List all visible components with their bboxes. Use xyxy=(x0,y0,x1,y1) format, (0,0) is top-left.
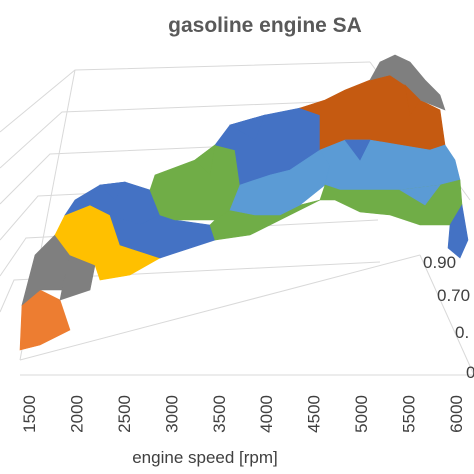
chart-title: gasoline engine SA xyxy=(168,14,362,37)
surface-facet xyxy=(369,54,446,111)
x-tick-label: 1500 xyxy=(20,395,39,433)
floor-line xyxy=(19,254,421,361)
grid-line xyxy=(0,99,373,169)
surface-facet xyxy=(447,204,469,259)
z-tick-label: 0. xyxy=(455,323,469,342)
surface xyxy=(19,54,469,351)
surface-facet xyxy=(399,184,441,206)
x-tick-label: 3500 xyxy=(210,395,229,433)
back-grid xyxy=(0,61,474,376)
surface-facet xyxy=(194,144,216,176)
x-tick-label: 5000 xyxy=(352,395,371,433)
floor-line xyxy=(419,254,474,376)
surface-facet xyxy=(94,244,161,281)
surface-facet xyxy=(149,144,241,221)
x-axis-ticks: 1500 2000 2500 3000 3500 4000 4500 5000 5500 6000 xyxy=(20,395,466,433)
x-tick-label: 2000 xyxy=(67,395,86,433)
x-tick-label: 2500 xyxy=(115,395,134,433)
z-axis-ticks: 0.90 0.70 0. 0 xyxy=(423,253,474,382)
grid-line xyxy=(0,261,381,313)
surface-facet xyxy=(319,139,461,191)
z-tick-label: 0.70 xyxy=(437,286,470,305)
x-tick-label: 6000 xyxy=(447,395,466,433)
x-tick-label: 4000 xyxy=(257,395,276,433)
x-tick-label: 3000 xyxy=(162,395,181,433)
surface-facet xyxy=(69,219,91,246)
surface-facet xyxy=(99,181,126,201)
z-tick-label: 0 xyxy=(466,363,474,382)
surface-facet xyxy=(229,114,266,141)
x-tick-label: 5500 xyxy=(400,395,419,433)
x-axis-label: engine speed [rpm] xyxy=(132,448,278,467)
surface-facet xyxy=(344,139,371,161)
surface-facet xyxy=(404,84,421,116)
z-tick-label: 0.90 xyxy=(423,253,456,272)
x-tick-label: 4500 xyxy=(305,395,324,433)
